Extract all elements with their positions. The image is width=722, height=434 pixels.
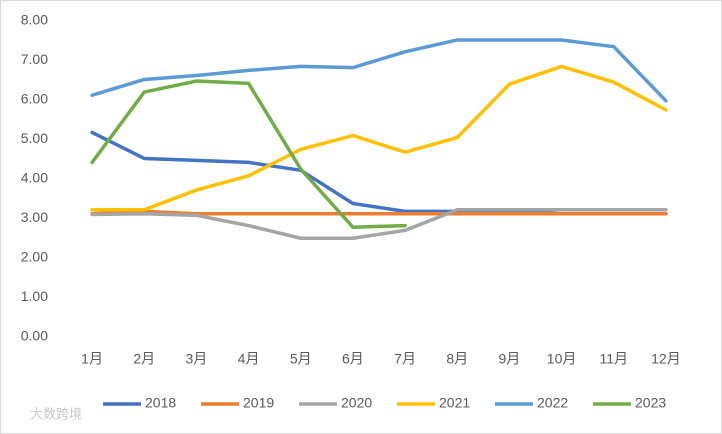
y-tick-label: 2.00 xyxy=(21,249,48,265)
x-tick-label: 2月 xyxy=(133,351,155,367)
x-tick-label: 6月 xyxy=(342,351,364,367)
x-tick-label: 8月 xyxy=(446,351,468,367)
y-tick-label: 7.00 xyxy=(21,51,48,67)
series-line xyxy=(90,38,668,103)
y-tick-label: 3.00 xyxy=(21,209,48,225)
x-tick-label: 1月 xyxy=(81,351,103,367)
legend-label: 2023 xyxy=(635,395,666,411)
x-tick-label: 3月 xyxy=(186,351,208,367)
y-tick-label: 6.00 xyxy=(21,91,48,107)
x-tick-label: 9月 xyxy=(499,351,521,367)
y-tick-label: 4.00 xyxy=(21,170,48,186)
y-tick-label: 8.00 xyxy=(21,12,48,28)
legend-label: 2019 xyxy=(243,395,274,411)
series-line xyxy=(90,64,668,212)
y-tick-label: 5.00 xyxy=(21,130,48,146)
series-line xyxy=(90,79,407,229)
legend-label: 2018 xyxy=(145,395,176,411)
y-tick-label: 0.00 xyxy=(21,328,48,344)
y-tick-label: 1.00 xyxy=(21,288,48,304)
x-tick-label: 12月 xyxy=(651,351,681,367)
x-tick-label: 11月 xyxy=(599,351,628,367)
series-line xyxy=(90,208,668,240)
x-tick-label: 7月 xyxy=(394,351,416,367)
legend-label: 2020 xyxy=(341,395,372,411)
x-tick-label: 4月 xyxy=(238,351,260,367)
watermark: 大数跨境 xyxy=(30,406,82,421)
x-tick-label: 10月 xyxy=(547,351,577,367)
x-tick-label: 5月 xyxy=(290,351,312,367)
legend-label: 2021 xyxy=(439,395,470,411)
legend-label: 2022 xyxy=(537,395,568,411)
